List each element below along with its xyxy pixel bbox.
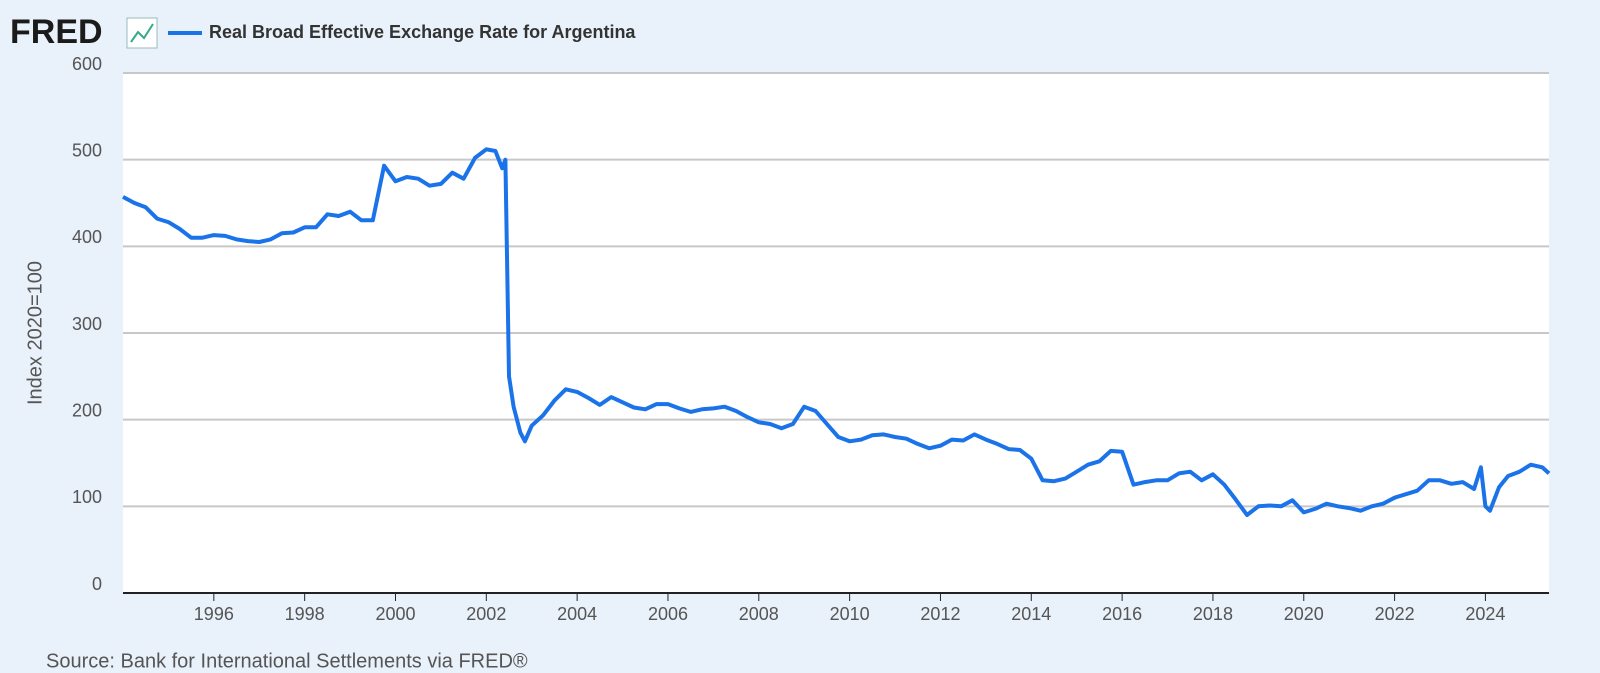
y-tick-label: 600 — [72, 54, 102, 74]
x-tick-label: 2010 — [830, 604, 870, 624]
x-tick-label: 2008 — [739, 604, 779, 624]
x-tick-label: 2020 — [1284, 604, 1324, 624]
data-line — [122, 147, 1551, 517]
y-tick-label: 500 — [72, 140, 102, 160]
brand-logo: FRED — [10, 13, 103, 51]
y-tick-label: 200 — [72, 400, 102, 420]
x-tick-label: 2000 — [375, 604, 415, 624]
y-tick-label: 300 — [72, 314, 102, 334]
x-tick-label: 1998 — [285, 604, 325, 624]
chart-icon-line — [130, 23, 154, 43]
y-tick-label: 400 — [72, 227, 102, 247]
y-tick-label: 100 — [72, 487, 102, 507]
legend-label: Real Broad Effective Exchange Rate for A… — [209, 22, 636, 42]
x-tick-label: 2006 — [648, 604, 688, 624]
x-tick-label: 2016 — [1102, 604, 1142, 624]
x-tick-label: 2004 — [557, 604, 597, 624]
y-tick-label: 0 — [92, 574, 102, 594]
x-tick-label: 2012 — [920, 604, 960, 624]
x-tick-label: 1996 — [194, 604, 234, 624]
source-note: Source: Bank for International Settlemen… — [46, 650, 528, 672]
x-tick-label: 2018 — [1193, 604, 1233, 624]
x-tick-label: 2022 — [1375, 604, 1415, 624]
x-tick-label: 2014 — [1011, 604, 1051, 624]
x-tick-label: 2024 — [1465, 604, 1505, 624]
x-tick-label: 2002 — [466, 604, 506, 624]
chart-icon[interactable] — [126, 17, 158, 49]
y-axis-label: Index 2020=100 — [24, 261, 46, 405]
